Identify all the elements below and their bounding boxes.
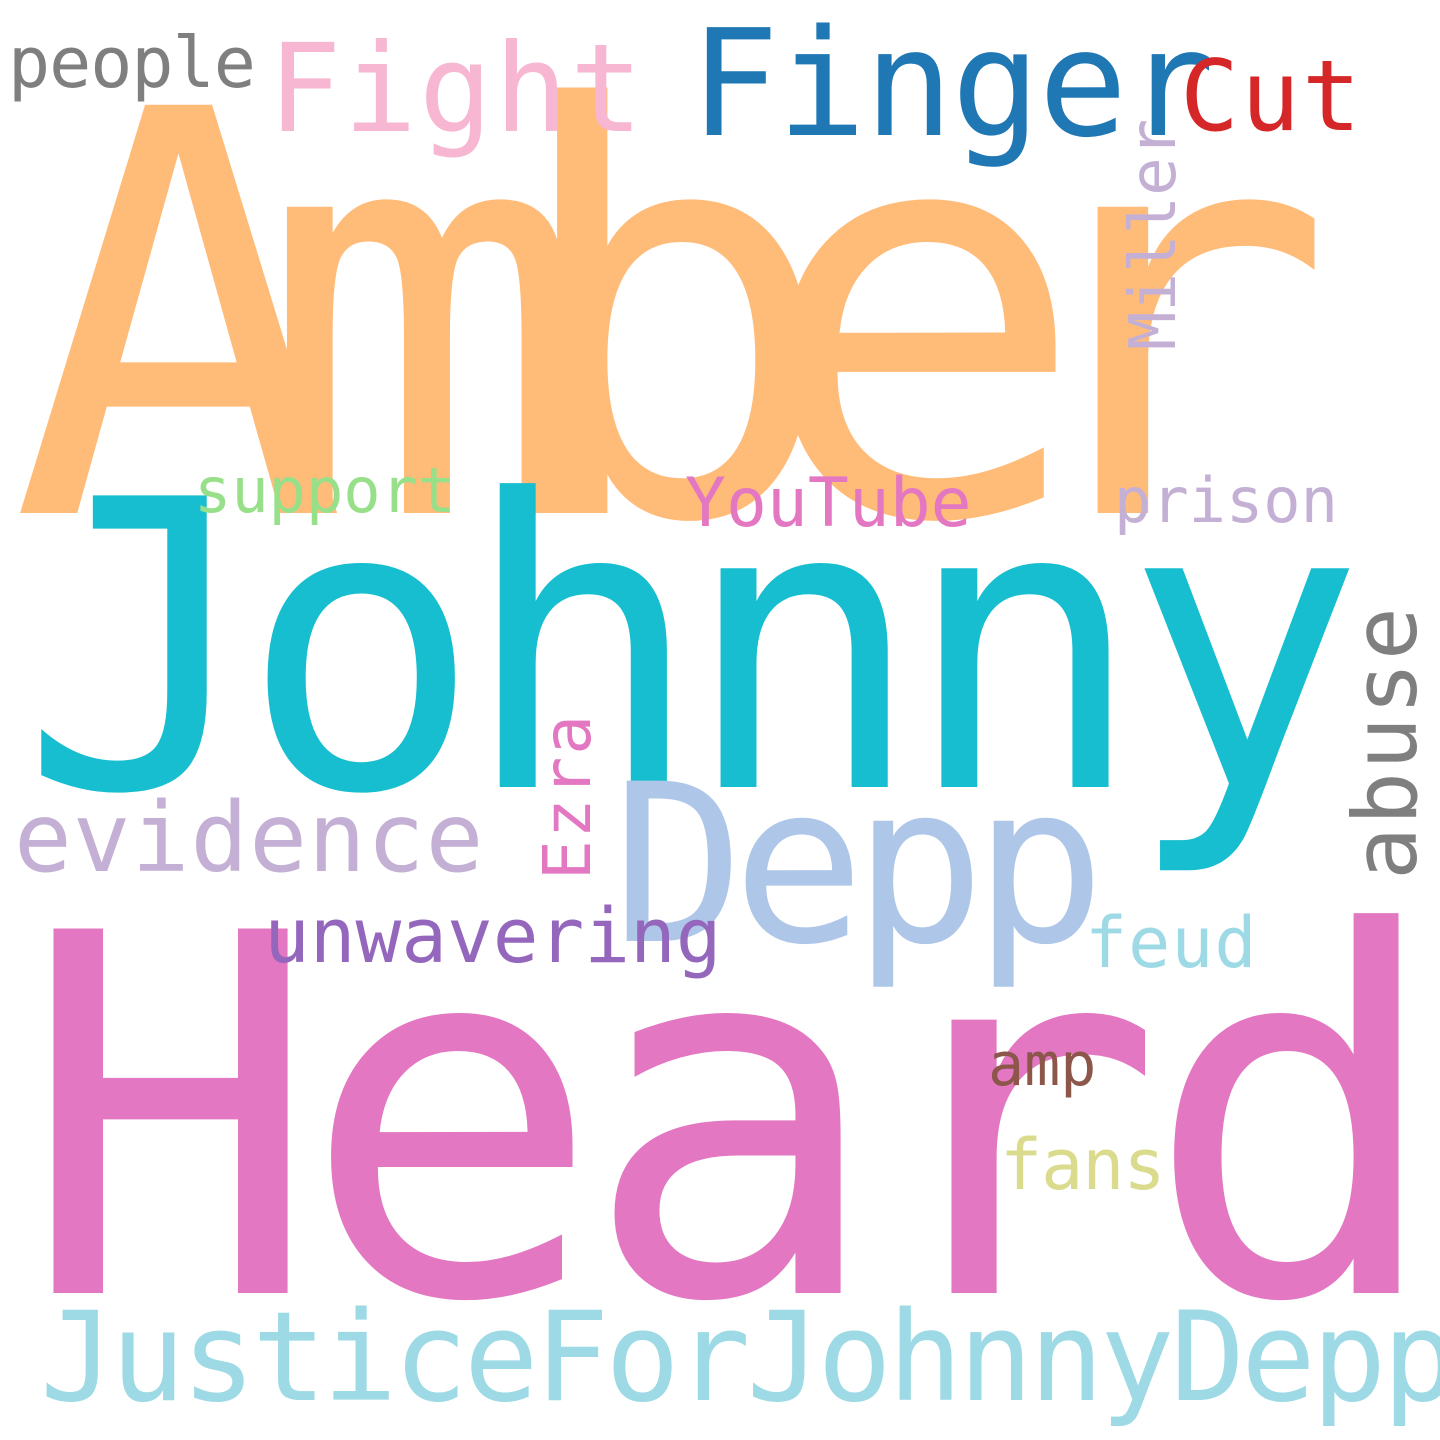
word-ezra: Ezra [529, 713, 606, 880]
word-evidence: evidence [14, 782, 485, 894]
word-amber: Amber [10, 0, 1336, 646]
word-miller: Miller [1117, 118, 1191, 350]
word-depp: Depp [612, 737, 1106, 993]
word-finger: Finger [690, 0, 1215, 170]
word-fans: fans [1000, 1124, 1166, 1206]
word-youtube: YouTube [685, 464, 972, 543]
word-johnny: Johnny [20, 417, 1365, 882]
word-cut: Cut [1180, 40, 1364, 154]
word-feud: feud [1085, 902, 1258, 984]
word-unwavering: unwavering [264, 891, 722, 980]
word-justicefor-johnnydepp: JusticeForJohnnyDepp [40, 1286, 1440, 1430]
word-prison: prison [1114, 464, 1338, 537]
word-heard: Heard [20, 829, 1440, 1411]
word-amp: amp [988, 1030, 1097, 1100]
word-people: people [8, 22, 256, 104]
word-support: support [194, 454, 456, 527]
word-fight: Fight [268, 18, 646, 160]
word-abuse: abuse [1334, 605, 1437, 880]
